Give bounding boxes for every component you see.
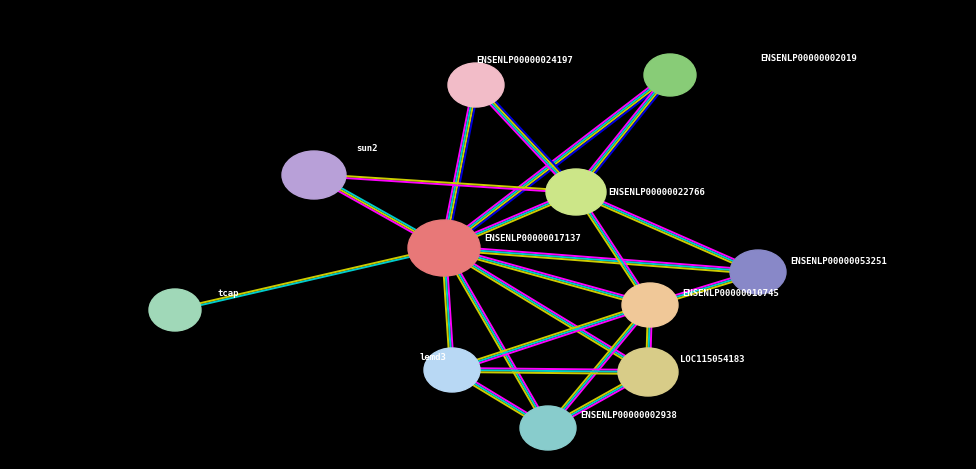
Ellipse shape (149, 289, 201, 331)
Ellipse shape (730, 250, 786, 294)
Ellipse shape (448, 63, 504, 107)
Text: ENSENLP00000010745: ENSENLP00000010745 (682, 288, 779, 297)
Text: ENSENLP00000002019: ENSENLP00000002019 (760, 53, 857, 62)
Text: ENSENLP00000024197: ENSENLP00000024197 (476, 55, 573, 65)
Text: ENSENLP00000017137: ENSENLP00000017137 (484, 234, 581, 242)
Text: tcap: tcap (218, 288, 239, 297)
Ellipse shape (408, 220, 480, 276)
Text: sun2: sun2 (356, 144, 378, 152)
Text: lemd3: lemd3 (420, 354, 447, 363)
Ellipse shape (520, 406, 576, 450)
Ellipse shape (424, 348, 480, 392)
Ellipse shape (644, 54, 696, 96)
Ellipse shape (546, 169, 606, 215)
Text: LOC115054183: LOC115054183 (680, 356, 745, 364)
Text: ENSENLP00000022766: ENSENLP00000022766 (608, 188, 705, 197)
Text: ENSENLP00000053251: ENSENLP00000053251 (790, 257, 887, 266)
Ellipse shape (622, 283, 678, 327)
Ellipse shape (618, 348, 678, 396)
Text: ENSENLP00000002938: ENSENLP00000002938 (580, 411, 676, 421)
Ellipse shape (282, 151, 346, 199)
